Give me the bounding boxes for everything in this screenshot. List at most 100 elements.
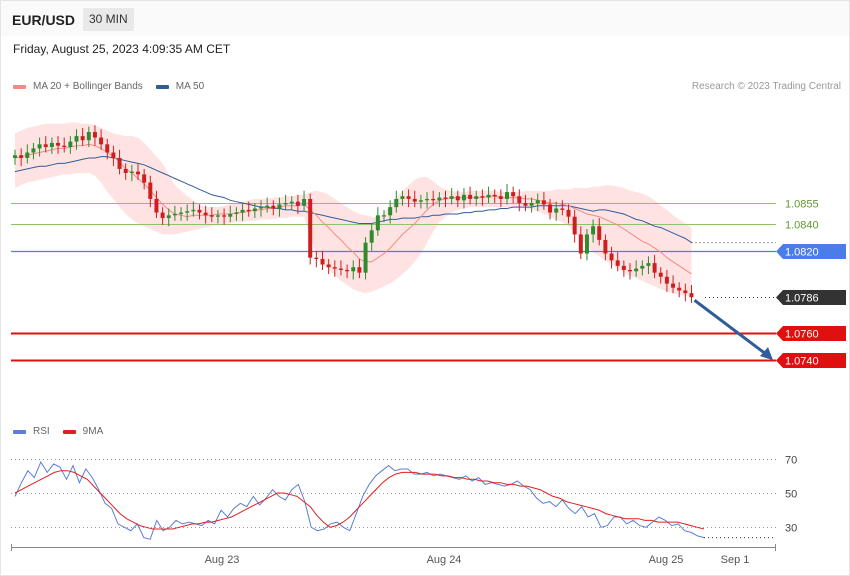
candle-body [634, 268, 639, 272]
candle-body [160, 212, 165, 219]
candle-body [406, 196, 411, 199]
candle-body [652, 263, 657, 273]
candle-body [191, 209, 196, 212]
candle-body [142, 174, 147, 183]
candle-body [68, 141, 73, 148]
level-tag-1.0820 [776, 244, 846, 259]
rsi-legend: RSI 9MA [13, 426, 116, 437]
candle-body [357, 267, 362, 273]
candle-body [535, 200, 540, 204]
candle-body [578, 234, 583, 254]
candle-body [529, 203, 534, 206]
candle-body [437, 197, 442, 201]
level-tag-1.0740 [776, 353, 846, 368]
candle-body [19, 155, 24, 158]
x-tick-label: Aug 25 [649, 554, 684, 566]
candle-body [646, 263, 651, 266]
ma20-legend-swatch [13, 84, 26, 89]
candle-body [640, 265, 645, 269]
candle-body [240, 209, 245, 213]
candle-body [615, 260, 620, 266]
level-tag-1.0786 [776, 290, 846, 305]
candle-body [222, 215, 227, 217]
rsi-line [14, 461, 705, 540]
level-label-1.0840: 1.0840 [785, 220, 819, 232]
candle-body [283, 203, 288, 205]
candle-body [99, 137, 104, 145]
candle-body [246, 209, 251, 212]
x-tick-label: Sep 1 [721, 554, 750, 566]
candle-body [203, 212, 208, 216]
candle-body [148, 182, 153, 199]
candle-body [25, 152, 30, 158]
candle-body [345, 269, 350, 272]
candle-body [597, 226, 602, 240]
candle-body [468, 194, 473, 199]
candle-body [215, 215, 220, 217]
candle-body [677, 287, 682, 291]
candle-body [443, 197, 448, 199]
rsi-tick-30: 30 [785, 523, 797, 535]
candle-body [351, 267, 356, 272]
candle-body [43, 144, 48, 148]
candle-body [480, 196, 485, 198]
level-label-1.0760: 1.0760 [785, 329, 819, 341]
level-label-1.0855: 1.0855 [785, 199, 819, 211]
candle-body [621, 265, 626, 270]
candle-body [332, 267, 337, 269]
candle-body [172, 213, 177, 216]
candle-body [382, 215, 386, 217]
candle-body [111, 152, 116, 158]
candle-body [154, 198, 159, 213]
candle-body [31, 148, 36, 153]
candle-body [86, 132, 91, 141]
candle-body [56, 142, 61, 146]
rsi-ma-legend-swatch [62, 429, 76, 434]
candle-body [609, 253, 614, 261]
timestamp: Friday, August 25, 2023 4:09:35 AM CET [13, 42, 231, 56]
candle-body [277, 204, 282, 209]
timeframe-button[interactable]: 30 MIN [83, 8, 134, 31]
main-legend: MA 20 + Bollinger Bands MA 50 [13, 81, 217, 92]
candle-body [554, 208, 559, 213]
research-credit: Research © 2023 Trading Central [691, 81, 841, 92]
candle-body [117, 157, 122, 169]
candle-body [326, 264, 331, 268]
forecast-arrowhead [760, 347, 773, 361]
candle-body [418, 200, 423, 202]
ma50-legend-label: MA 50 [175, 81, 205, 92]
candle-body [363, 242, 368, 273]
candle-body [234, 212, 239, 214]
candle-body [80, 136, 85, 141]
rsi-legend-label: RSI [33, 426, 50, 437]
candle-body [658, 272, 663, 277]
candle-body [584, 234, 589, 254]
header-bar: EUR/USD 30 MIN [1, 1, 849, 36]
level-label-1.0740: 1.0740 [785, 356, 819, 368]
level-tag-1.0760 [776, 326, 846, 341]
candle-body [511, 192, 516, 197]
candle-body [92, 132, 97, 138]
candle-body [105, 144, 110, 153]
ma20-line [14, 143, 692, 275]
symbol-title: EUR/USD [12, 12, 76, 28]
candle-body [74, 136, 79, 142]
candle-body [572, 216, 577, 235]
candle-body [523, 203, 528, 206]
candle-body [289, 201, 294, 204]
candle-body [295, 201, 300, 206]
candle-body [671, 283, 676, 288]
candle-body [388, 207, 393, 216]
candle-body [689, 293, 694, 298]
candle-body [129, 171, 134, 173]
candle-body [492, 194, 497, 197]
candle-body [265, 205, 270, 208]
candle-body [62, 145, 67, 148]
candle-body [166, 215, 171, 219]
level-label-1.0820: 1.0820 [785, 247, 819, 259]
ma50-line [14, 156, 692, 244]
candle-body [308, 198, 313, 258]
candle-body [49, 142, 54, 148]
candle-body [548, 204, 553, 213]
